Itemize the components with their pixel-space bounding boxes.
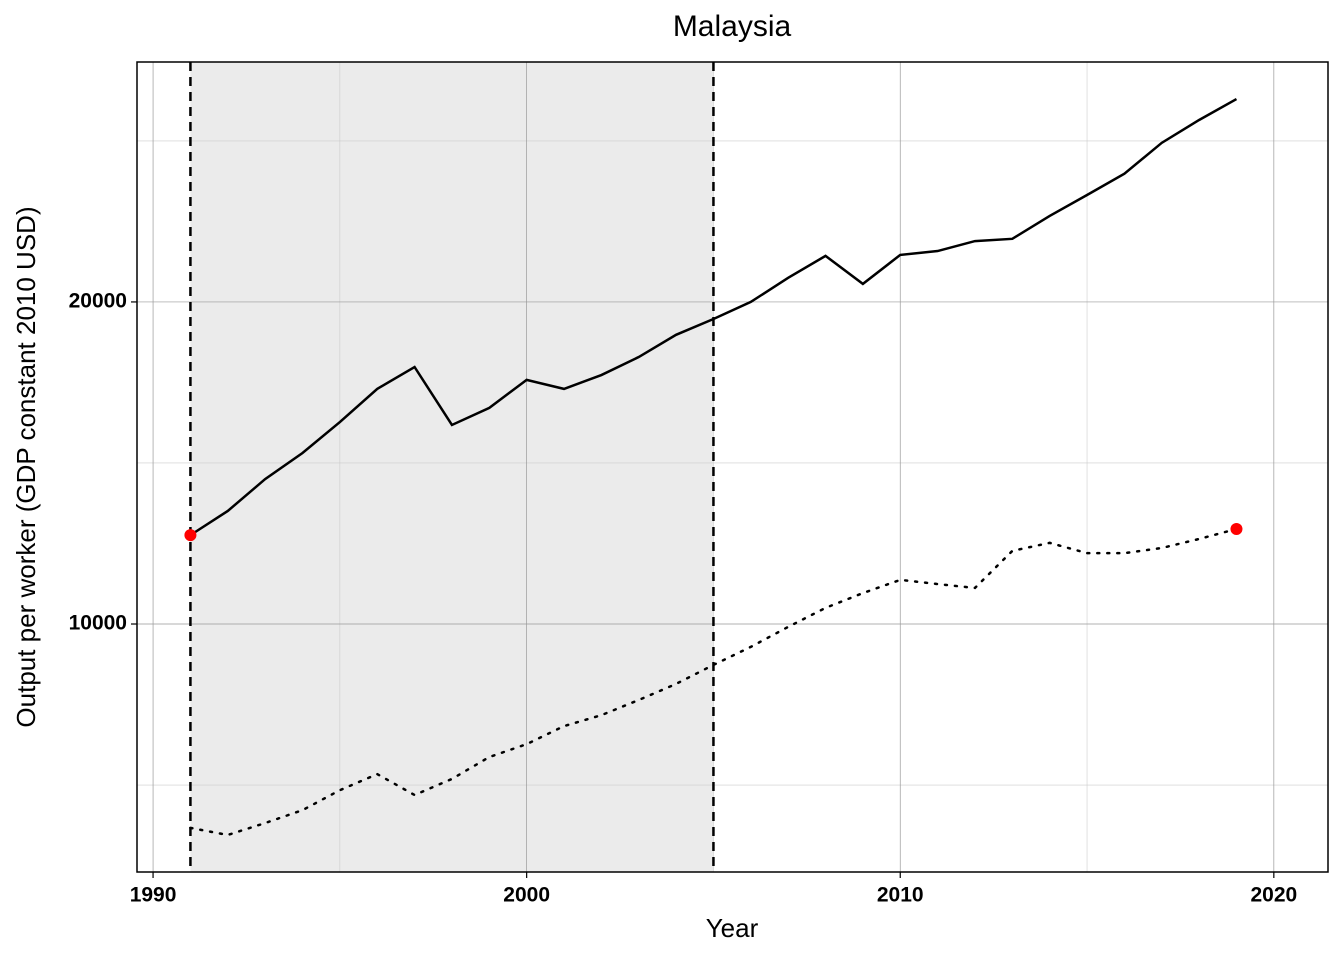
point (1230, 522, 1243, 535)
x-tick-label: 2020 (1250, 884, 1297, 907)
x-axis-label: Year (706, 913, 759, 943)
y-axis-label: Output per worker (GDP constant 2010 USD… (11, 206, 41, 727)
series-line (189, 527, 1238, 837)
chart-title: Malaysia (673, 10, 792, 43)
plot-frame (136, 61, 1329, 873)
series-line (189, 97, 1238, 537)
x-tick-label: 2000 (503, 884, 550, 907)
x-tick-label: 1990 (130, 884, 177, 907)
x-tick-label: 2010 (877, 884, 924, 907)
shaded-region (190, 62, 714, 872)
y-tick-label: 20000 (69, 289, 127, 312)
y-tick-label: 10000 (69, 612, 127, 635)
point (184, 529, 197, 542)
